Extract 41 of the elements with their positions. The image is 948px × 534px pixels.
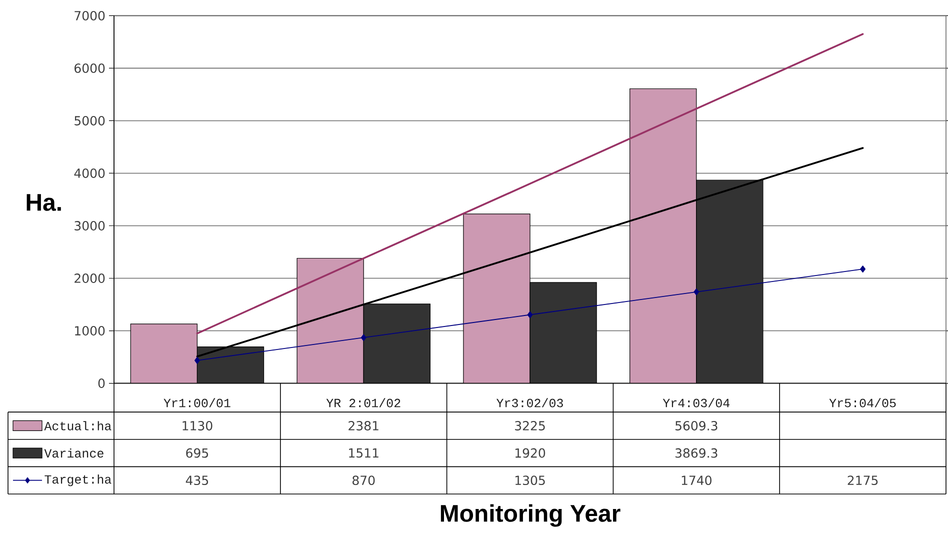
y-tick-label: 1000	[75, 326, 105, 336]
y-tick-label: 5000	[74, 116, 105, 126]
line-series	[196, 33, 864, 334]
data-label: 1511	[349, 448, 378, 458]
data-label: 2381	[348, 421, 378, 430]
point	[360, 334, 366, 342]
y-tick-label: 4000	[74, 168, 105, 178]
y-tick-label: 0	[98, 378, 105, 388]
legend-label: Actual:ha	[44, 421, 112, 430]
data-label: 1130	[182, 421, 212, 430]
bar	[130, 324, 198, 384]
point	[194, 356, 200, 364]
x-axis-title: Monitoring Year	[440, 504, 620, 527]
data-label: 695	[186, 448, 208, 458]
data-label: 3225	[515, 421, 545, 430]
legend-label: Target:ha	[44, 474, 112, 486]
data-label: 1305	[515, 476, 545, 486]
data-label: 5609.3	[675, 421, 718, 430]
y-tick-label: 6000	[74, 63, 105, 73]
x-tick-label: Yr4:03/04	[662, 398, 730, 408]
data-label: 435	[186, 476, 208, 486]
y-tick-label: 7000	[74, 10, 105, 20]
data-label: 870	[352, 476, 375, 486]
data-label: 1920	[515, 448, 546, 458]
x-tick-label: YR 2:01/02	[326, 398, 400, 408]
point	[860, 266, 866, 273]
data-label: 1740	[682, 476, 712, 486]
point	[527, 311, 533, 318]
y-tick-label: 2000	[74, 274, 105, 283]
x-tick-label: Yr1:00/01	[164, 398, 230, 408]
bar	[296, 258, 364, 384]
x-tick-label: Yr5:04/05	[829, 398, 896, 408]
bar	[463, 214, 530, 384]
data-label: 2175	[848, 476, 878, 486]
legend-label: Variance	[44, 448, 104, 458]
data-label: 3869.3	[675, 448, 718, 458]
point	[694, 288, 700, 296]
y-tick-label: 3000	[74, 221, 105, 230]
y-axis-title: Ha.	[26, 194, 61, 211]
bar	[630, 88, 697, 384]
x-tick-label: Yr3:02/03	[496, 398, 563, 408]
